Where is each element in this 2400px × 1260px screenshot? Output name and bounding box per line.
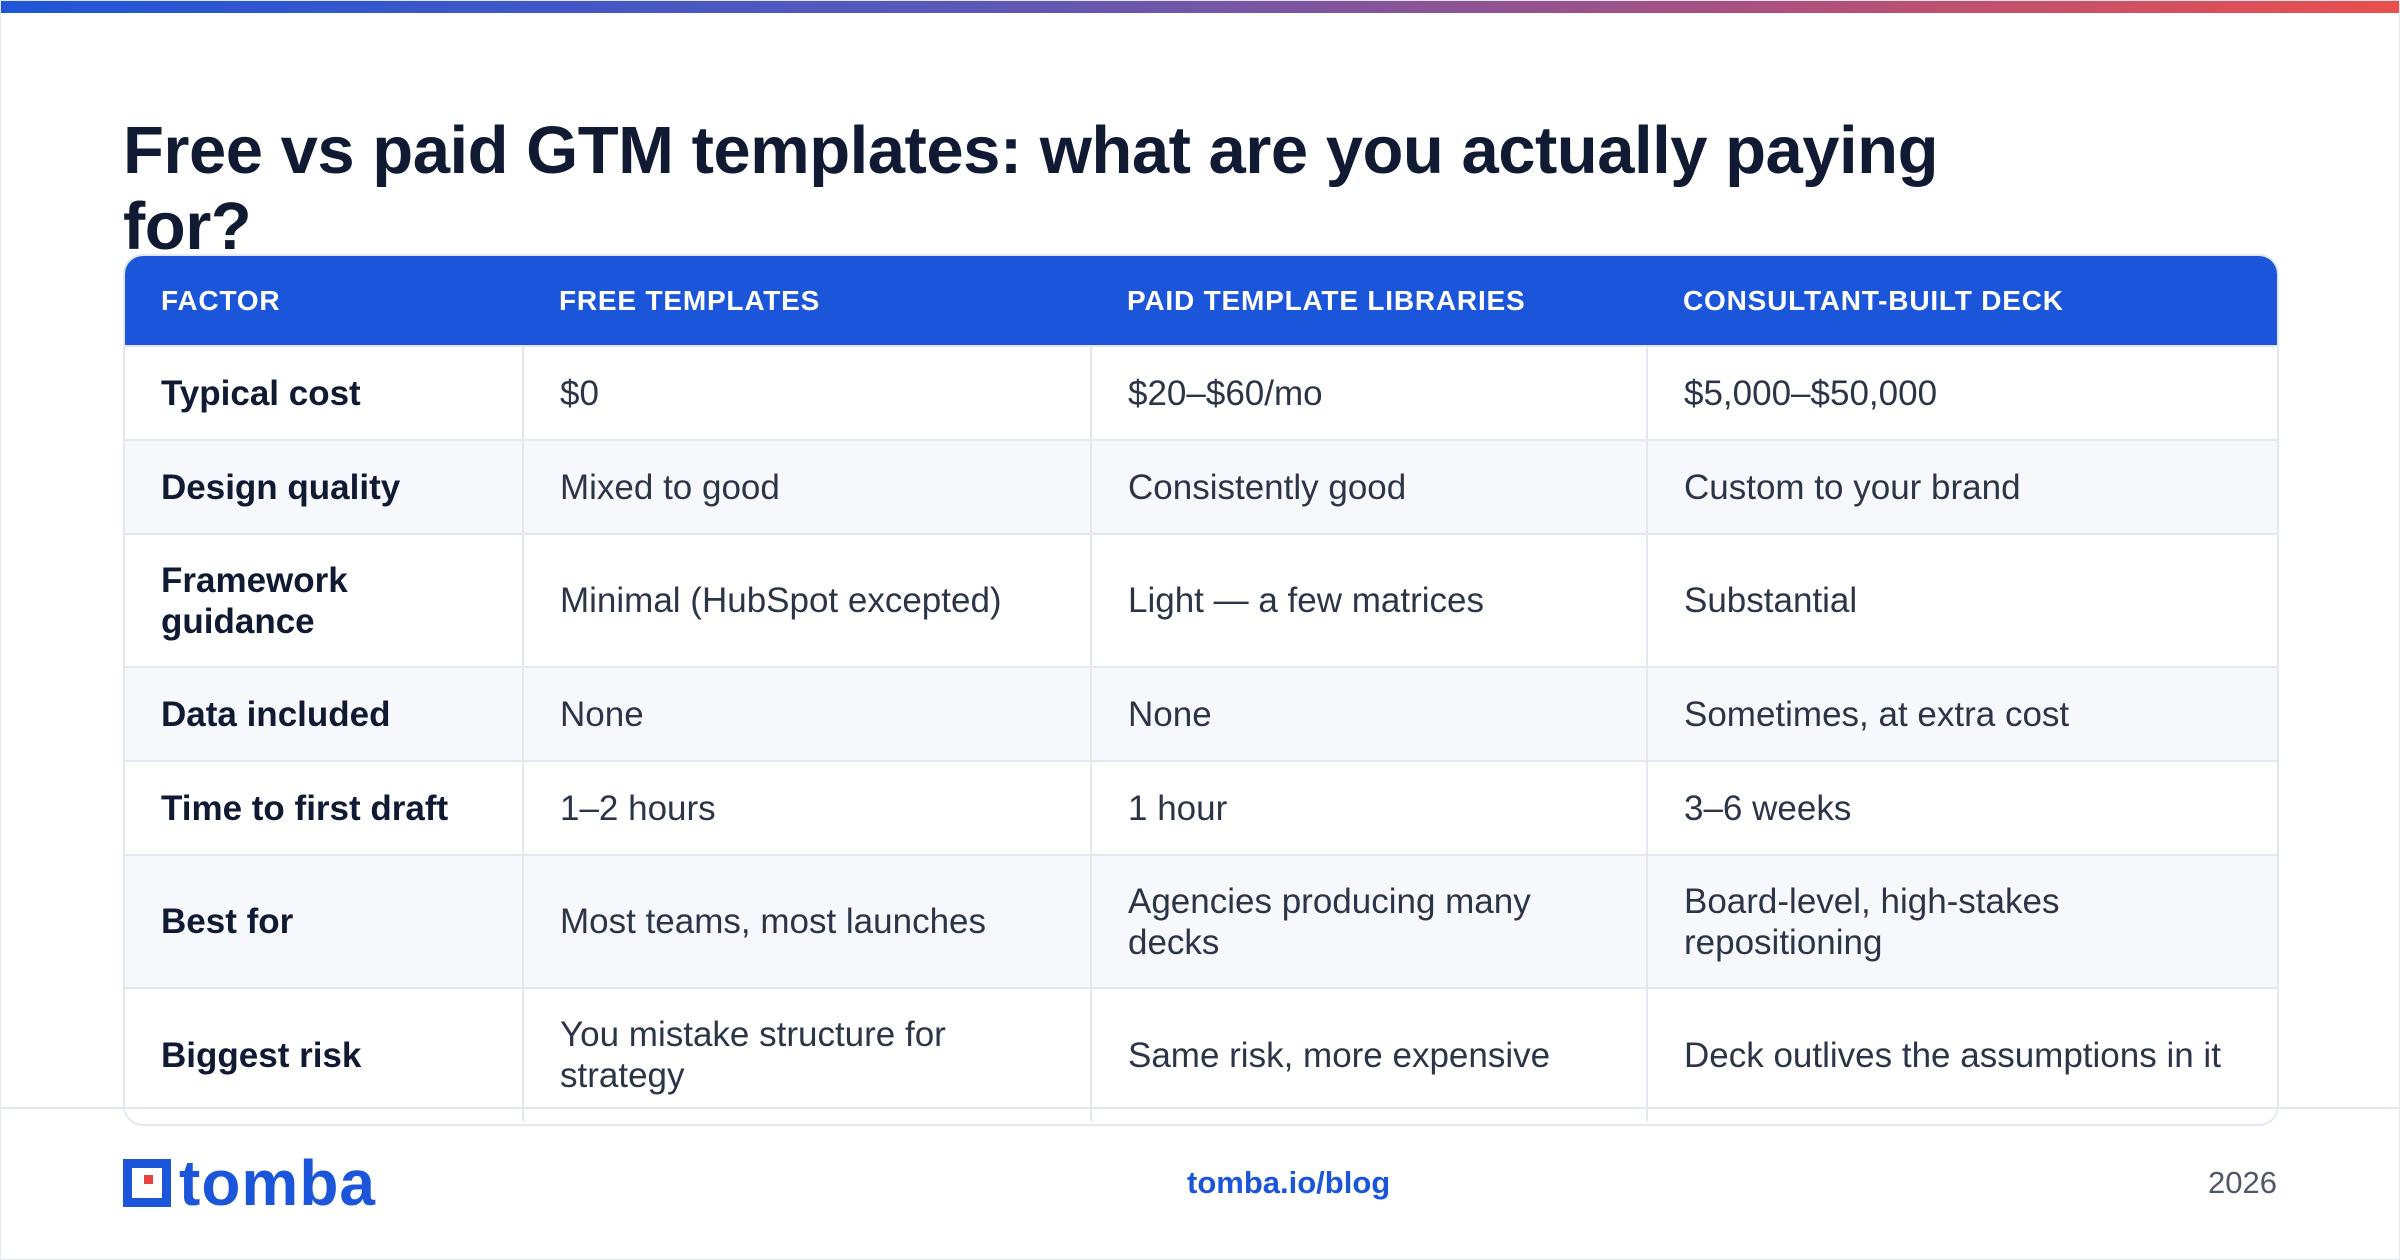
blog-link[interactable]: tomba.io/blog (1187, 1165, 1391, 1200)
table-cell: $5,000–$50,000 (1646, 345, 2277, 440)
table-cell: Consistently good (1090, 439, 1647, 534)
row-label: Framework guidance (125, 533, 523, 667)
table-cell: Most teams, most launches (522, 854, 1091, 988)
table-cell: None (522, 666, 1091, 761)
table-row: Biggest risk You mistake structure for s… (125, 987, 2277, 1121)
table-cell: Substantial (1646, 533, 2277, 667)
table-cell: $0 (522, 345, 1091, 440)
comparison-table: FACTOR FREE TEMPLATES PAID TEMPLATE LIBR… (123, 254, 2279, 1126)
table-cell: 1–2 hours (522, 760, 1091, 855)
row-label: Best for (125, 854, 523, 988)
tomba-logo: tomba (123, 1147, 376, 1219)
table-row: Best for Most teams, most launches Agenc… (125, 854, 2277, 988)
table-cell: Same risk, more expensive (1090, 987, 1647, 1121)
table-cell: Agencies producing many decks (1090, 854, 1647, 988)
row-label: Time to first draft (125, 760, 523, 855)
table-row: Framework guidance Minimal (HubSpot exce… (125, 533, 2277, 667)
table-row: Time to first draft 1–2 hours 1 hour 3–6… (125, 760, 2277, 855)
header-paid-template-libraries: PAID TEMPLATE LIBRARIES (1127, 284, 1526, 316)
row-label: Design quality (125, 439, 523, 534)
table-cell: You mistake structure for strategy (522, 987, 1091, 1121)
header-factor: FACTOR (161, 284, 281, 316)
table-cell: 3–6 weeks (1646, 760, 2277, 855)
row-label: Data included (125, 666, 523, 761)
table-cell: Deck outlives the assumptions in it (1646, 987, 2277, 1121)
table-row: Data included None None Sometimes, at ex… (125, 666, 2277, 761)
row-label: Typical cost (125, 345, 523, 440)
header-free-templates: FREE TEMPLATES (559, 284, 821, 316)
logo-text: tomba (179, 1147, 376, 1219)
top-gradient-bar (1, 1, 2399, 13)
table-cell: $20–$60/mo (1090, 345, 1647, 440)
table-cell: Board-level, high-stakes repositioning (1646, 854, 2277, 988)
table-cell: 1 hour (1090, 760, 1647, 855)
table-cell: None (1090, 666, 1647, 761)
header-consultant-built-deck: CONSULTANT-BUILT DECK (1683, 284, 2064, 316)
table-cell: Custom to your brand (1646, 439, 2277, 534)
table-cell: Sometimes, at extra cost (1646, 666, 2277, 761)
row-label: Biggest risk (125, 987, 523, 1121)
table-row: Typical cost $0 $20–$60/mo $5,000–$50,00… (125, 345, 2277, 440)
table-cell: Mixed to good (522, 439, 1091, 534)
table-row: Design quality Mixed to good Consistentl… (125, 439, 2277, 534)
table-cell: Light — a few matrices (1090, 533, 1647, 667)
page-title: Free vs paid GTM templates: what are you… (123, 113, 1939, 264)
table-cell: Minimal (HubSpot excepted) (522, 533, 1091, 667)
footer-divider (1, 1107, 2399, 1109)
table-header-row: FACTOR FREE TEMPLATES PAID TEMPLATE LIBR… (125, 256, 2277, 346)
footer-year: 2026 (2208, 1165, 2277, 1200)
tomba-logo-icon (123, 1159, 171, 1207)
